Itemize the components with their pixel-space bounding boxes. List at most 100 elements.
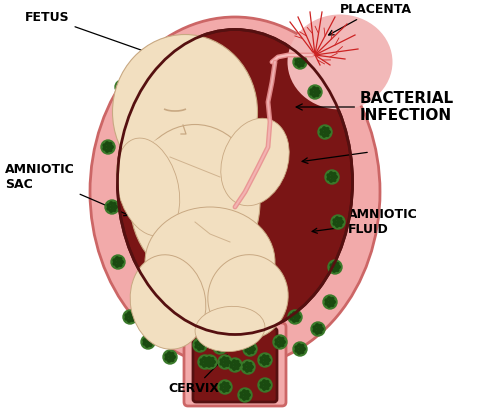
Circle shape xyxy=(206,55,210,58)
Circle shape xyxy=(105,200,119,214)
Circle shape xyxy=(218,349,220,352)
Circle shape xyxy=(141,178,144,181)
Circle shape xyxy=(113,203,116,206)
Circle shape xyxy=(111,255,125,269)
Circle shape xyxy=(298,64,300,67)
Circle shape xyxy=(236,339,239,342)
Circle shape xyxy=(278,344,280,347)
Circle shape xyxy=(146,341,150,344)
FancyBboxPatch shape xyxy=(184,323,286,406)
Circle shape xyxy=(278,337,280,340)
Circle shape xyxy=(123,88,126,91)
Circle shape xyxy=(250,366,254,368)
Circle shape xyxy=(101,140,115,154)
Circle shape xyxy=(156,289,159,291)
Circle shape xyxy=(133,170,147,184)
Circle shape xyxy=(293,55,307,69)
Circle shape xyxy=(328,260,342,274)
Circle shape xyxy=(215,344,218,347)
Circle shape xyxy=(215,347,218,350)
Circle shape xyxy=(332,262,336,265)
Circle shape xyxy=(150,284,153,287)
Circle shape xyxy=(220,387,223,390)
Circle shape xyxy=(230,337,233,340)
Circle shape xyxy=(171,323,174,325)
Circle shape xyxy=(208,357,210,359)
Circle shape xyxy=(176,75,179,78)
Circle shape xyxy=(295,59,298,62)
Text: CERVIX: CERVIX xyxy=(168,355,227,395)
Circle shape xyxy=(201,50,215,64)
Circle shape xyxy=(114,206,117,208)
Circle shape xyxy=(252,348,256,350)
Circle shape xyxy=(333,219,336,222)
Circle shape xyxy=(301,351,304,354)
Circle shape xyxy=(202,344,205,347)
Circle shape xyxy=(143,342,146,345)
Circle shape xyxy=(324,131,326,133)
Ellipse shape xyxy=(195,306,265,352)
Circle shape xyxy=(275,342,278,345)
Circle shape xyxy=(131,313,134,315)
Circle shape xyxy=(154,65,156,68)
Circle shape xyxy=(260,385,263,388)
Circle shape xyxy=(338,266,340,269)
Circle shape xyxy=(188,57,190,60)
Circle shape xyxy=(154,286,156,289)
Circle shape xyxy=(193,338,207,352)
Circle shape xyxy=(204,361,206,363)
Circle shape xyxy=(172,356,176,358)
Circle shape xyxy=(106,149,108,152)
Circle shape xyxy=(328,301,332,304)
Circle shape xyxy=(140,127,143,130)
Circle shape xyxy=(222,346,225,348)
Circle shape xyxy=(141,173,144,176)
Circle shape xyxy=(325,170,339,184)
Circle shape xyxy=(141,225,155,239)
Circle shape xyxy=(339,224,342,226)
Circle shape xyxy=(246,397,249,399)
Circle shape xyxy=(268,384,270,387)
Circle shape xyxy=(218,346,222,348)
Circle shape xyxy=(165,354,168,357)
Circle shape xyxy=(221,343,224,345)
Circle shape xyxy=(143,229,146,232)
Circle shape xyxy=(236,333,239,335)
Circle shape xyxy=(109,148,112,151)
Circle shape xyxy=(110,206,114,208)
Circle shape xyxy=(185,59,188,62)
Circle shape xyxy=(339,218,342,221)
Circle shape xyxy=(248,348,252,350)
Circle shape xyxy=(185,62,188,65)
Circle shape xyxy=(123,83,126,85)
Circle shape xyxy=(201,341,204,343)
Circle shape xyxy=(198,355,212,369)
Circle shape xyxy=(234,336,236,339)
Circle shape xyxy=(171,329,174,332)
Circle shape xyxy=(117,87,120,90)
Circle shape xyxy=(332,269,336,272)
Circle shape xyxy=(266,362,269,364)
Circle shape xyxy=(119,258,122,260)
Circle shape xyxy=(228,330,242,344)
Circle shape xyxy=(143,232,146,235)
Circle shape xyxy=(146,128,149,131)
Text: AMNIOTIC
FLUID: AMNIOTIC FLUID xyxy=(312,208,418,236)
Circle shape xyxy=(132,316,135,319)
Circle shape xyxy=(331,298,334,300)
Circle shape xyxy=(262,387,266,390)
Circle shape xyxy=(198,347,200,350)
Circle shape xyxy=(242,397,246,400)
Circle shape xyxy=(240,395,243,398)
Circle shape xyxy=(275,339,278,342)
Circle shape xyxy=(113,259,116,262)
Circle shape xyxy=(221,349,224,352)
Circle shape xyxy=(220,362,223,365)
Circle shape xyxy=(135,177,138,180)
Circle shape xyxy=(232,332,235,335)
Text: AMNIOTIC
SAC: AMNIOTIC SAC xyxy=(5,163,129,216)
Circle shape xyxy=(107,204,110,207)
Circle shape xyxy=(148,126,150,128)
Circle shape xyxy=(249,363,252,365)
Circle shape xyxy=(212,361,215,363)
